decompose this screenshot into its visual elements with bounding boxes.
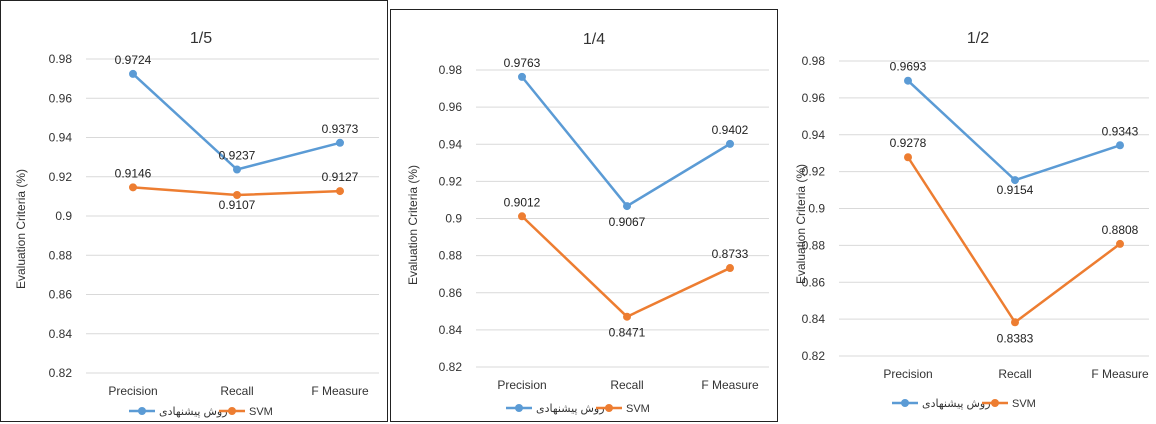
x-tick-label: Precision xyxy=(497,378,546,392)
y-tick-label: 0.92 xyxy=(439,174,463,188)
y-tick-label: 0.86 xyxy=(439,286,463,300)
x-tick-label: Precision xyxy=(108,384,157,398)
data-label: 0.9107 xyxy=(219,198,256,212)
data-point xyxy=(904,153,912,162)
y-tick-label: 0.96 xyxy=(802,91,826,105)
y-tick-label: 0.86 xyxy=(802,275,826,289)
y-tick-label: 0.94 xyxy=(802,128,826,142)
x-tick-label: Recall xyxy=(998,367,1031,381)
data-label: 0.8808 xyxy=(1102,223,1139,237)
y-tick-label: 0.82 xyxy=(439,360,463,374)
y-tick-label: 0.86 xyxy=(49,288,73,302)
legend-marker xyxy=(901,399,909,407)
chart-title: 1/4 xyxy=(583,31,605,48)
x-tick-label: Precision xyxy=(883,367,932,381)
data-label: 0.9343 xyxy=(1102,124,1139,138)
legend-marker xyxy=(515,404,523,412)
data-point xyxy=(1116,239,1124,248)
data-label: 0.9146 xyxy=(115,166,152,180)
legend-marker xyxy=(228,407,236,415)
data-label: 0.9127 xyxy=(322,170,359,184)
y-tick-label: 0.88 xyxy=(802,238,826,252)
data-point xyxy=(233,165,241,174)
y-tick-label: 0.9 xyxy=(808,202,825,216)
data-label: 0.9154 xyxy=(997,183,1034,197)
series-line xyxy=(521,215,731,319)
legend-label: SVM xyxy=(626,403,650,415)
data-label: 0.9067 xyxy=(609,215,646,229)
data-point xyxy=(1116,141,1124,150)
x-tick-label: F Measure xyxy=(311,384,369,398)
legend-label: روش پیشنهادی xyxy=(922,398,991,410)
y-tick-label: 0.98 xyxy=(802,54,826,68)
y-tick-label: 0.84 xyxy=(439,323,463,337)
legend-marker xyxy=(605,404,613,412)
y-tick-label: 0.92 xyxy=(802,165,826,179)
y-tick-label: 0.98 xyxy=(439,63,463,77)
data-point xyxy=(518,72,526,81)
y-tick-label: 0.82 xyxy=(49,366,73,380)
data-label: 0.9402 xyxy=(712,123,749,137)
legend-marker xyxy=(138,407,146,415)
y-axis-label: Evaluation Criteria (%) xyxy=(406,165,420,285)
data-point xyxy=(904,76,912,85)
y-tick-label: 0.96 xyxy=(49,91,73,105)
legend-label: روش پیشنهادی xyxy=(536,403,605,415)
data-point xyxy=(1011,318,1019,327)
y-tick-label: 0.84 xyxy=(49,327,73,341)
y-tick-label: 0.9 xyxy=(55,209,72,223)
chart-svg: 1/5 Evaluation Criteria (%) 0.98 0.96 0.94… xyxy=(14,30,379,418)
chart-panel-1-5: 1/5 Evaluation Criteria (%) 0.98 0.96 0.94… xyxy=(0,0,388,422)
series-line xyxy=(521,76,731,208)
chart-panel-1-2: 1/2 Evaluation Criteria (%) 0.98 0.96 0.94… xyxy=(779,9,1156,422)
legend-marker xyxy=(991,399,999,407)
series-line xyxy=(907,79,1121,182)
data-label: 0.9724 xyxy=(115,53,152,67)
y-tick-label: 0.94 xyxy=(49,131,73,145)
y-tick-label: 0.92 xyxy=(49,170,73,184)
y-axis-label: Evaluation Criteria (%) xyxy=(14,169,28,289)
data-label: 0.9012 xyxy=(504,195,541,209)
data-point xyxy=(129,69,137,78)
chart-title: 1/2 xyxy=(967,30,989,47)
y-tick-label: 0.9 xyxy=(445,212,462,226)
y-tick-label: 0.96 xyxy=(439,100,463,114)
x-tick-label: Recall xyxy=(610,378,643,392)
data-point xyxy=(336,138,344,147)
chart-panel-1-4: 1/4 Evaluation Criteria (%) 0.98 0.96 0.94… xyxy=(390,9,778,422)
chart-svg: 1/2 Evaluation Criteria (%) 0.98 0.96 0.94… xyxy=(794,30,1149,410)
x-tick-label: Recall xyxy=(220,384,253,398)
data-label: 0.9237 xyxy=(219,148,256,162)
data-label: 0.9693 xyxy=(890,60,927,74)
data-point xyxy=(518,212,526,221)
y-tick-label: 0.84 xyxy=(802,312,826,326)
data-label: 0.8383 xyxy=(997,331,1034,345)
data-point xyxy=(336,187,344,196)
data-point xyxy=(623,312,631,321)
data-label: 0.9278 xyxy=(890,136,927,150)
data-point xyxy=(726,264,734,273)
data-label: 0.8471 xyxy=(609,326,646,340)
legend-label: روش پیشنهادی xyxy=(159,406,228,418)
y-tick-label: 0.98 xyxy=(49,52,73,66)
x-tick-label: F Measure xyxy=(1091,367,1149,381)
y-tick-label: 0.94 xyxy=(439,137,463,151)
y-tick-label: 0.82 xyxy=(802,349,826,363)
data-label: 0.9763 xyxy=(504,56,541,70)
data-label: 0.8733 xyxy=(712,247,749,261)
chart-svg: 1/4 Evaluation Criteria (%) 0.98 0.96 0.94… xyxy=(406,31,769,415)
data-label: 0.9373 xyxy=(322,122,359,136)
data-point xyxy=(233,191,241,200)
legend-label: SVM xyxy=(1012,398,1036,410)
data-point xyxy=(623,202,631,211)
data-point xyxy=(129,183,137,192)
data-point xyxy=(1011,176,1019,185)
x-tick-label: F Measure xyxy=(701,378,759,392)
y-tick-label: 0.88 xyxy=(439,249,463,263)
y-tick-label: 0.88 xyxy=(49,248,73,262)
data-point xyxy=(726,139,734,148)
legend-label: SVM xyxy=(249,406,273,418)
y-axis-label: Evaluation Criteria (%) xyxy=(794,164,808,284)
chart-title: 1/5 xyxy=(190,30,212,47)
